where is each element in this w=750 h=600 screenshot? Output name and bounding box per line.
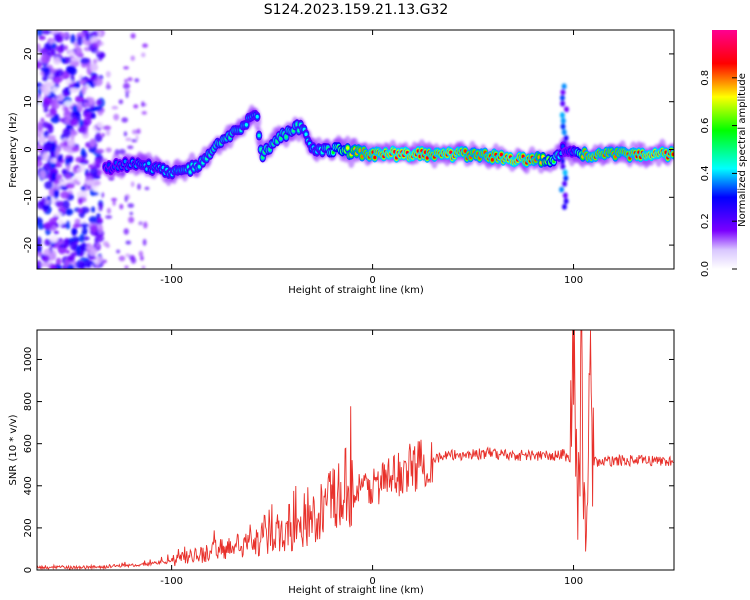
snr-x-tick-label: -100: [160, 576, 183, 587]
figure-title: S124.2023.159.21.13.G32: [264, 2, 449, 18]
spectrogram-y-tick-label: 20: [23, 48, 34, 61]
spectrogram-image: [37, 30, 674, 269]
colorbar: 0.0 0.2 0.4 0.6 0.8 Normalized spectral ampl…: [700, 30, 748, 277]
colorbar-gradient: [712, 30, 737, 269]
colorbar-tick-label: 0.8: [700, 70, 711, 86]
spectrogram-y-tick-label: 10: [23, 95, 34, 108]
spectrogram-x-tick-label: -100: [160, 275, 183, 286]
snr-y-tick-label: 1000: [23, 347, 34, 372]
spectrogram-y-ticks: -20 -10 0 10 20: [23, 48, 674, 253]
snr-panel: -100 0 100 0 200 400 600 800 1000 Height of str…: [8, 329, 675, 596]
spectrogram-y-tick-label: -20: [23, 237, 34, 253]
colorbar-label: Normalized spectral amplitude: [737, 73, 748, 227]
spectrogram-y-tick-label: 0: [23, 146, 34, 152]
snr-y-label: SNR (10 * v/v): [8, 414, 19, 485]
spectrogram-ridge: [101, 83, 674, 210]
snr-y-tick-label: 0: [23, 567, 34, 573]
snr-y-tick-label: 600: [23, 434, 34, 453]
spectrogram-x-label: Height of straight line (km): [288, 285, 424, 296]
snr-x-tick-label: 0: [369, 576, 375, 587]
spectrogram-noise: [37, 30, 150, 269]
snr-x-label: Height of straight line (km): [288, 585, 424, 596]
colorbar-tick-label: 0.2: [700, 213, 711, 229]
spectrogram-x-ticks: -100 0 100: [160, 30, 583, 286]
spectrogram-x-tick-label: 100: [564, 275, 583, 286]
spectrogram-x-tick-label: 0: [369, 275, 375, 286]
snr-y-tick-label: 800: [23, 392, 34, 411]
snr-series-line: [37, 330, 674, 570]
snr-y-tick-label: 400: [23, 476, 34, 495]
spectrogram-y-label: Frequency (Hz): [8, 112, 19, 188]
colorbar-tick-label: 0.4: [700, 165, 711, 181]
snr-frame: [36, 329, 675, 571]
colorbar-tick-label: 0.0: [700, 261, 711, 277]
spectrogram-y-tick-label: -10: [23, 189, 34, 205]
snr-x-tick-label: 100: [564, 576, 583, 587]
colorbar-ticks: 0.0 0.2 0.4 0.6 0.8: [700, 70, 737, 277]
colorbar-tick-label: 0.6: [700, 118, 711, 134]
snr-y-tick-label: 200: [23, 518, 34, 537]
snr-x-ticks: -100 0 100: [160, 330, 583, 587]
snr-y-ticks: 0 200 400 600 800 1000: [23, 347, 674, 573]
